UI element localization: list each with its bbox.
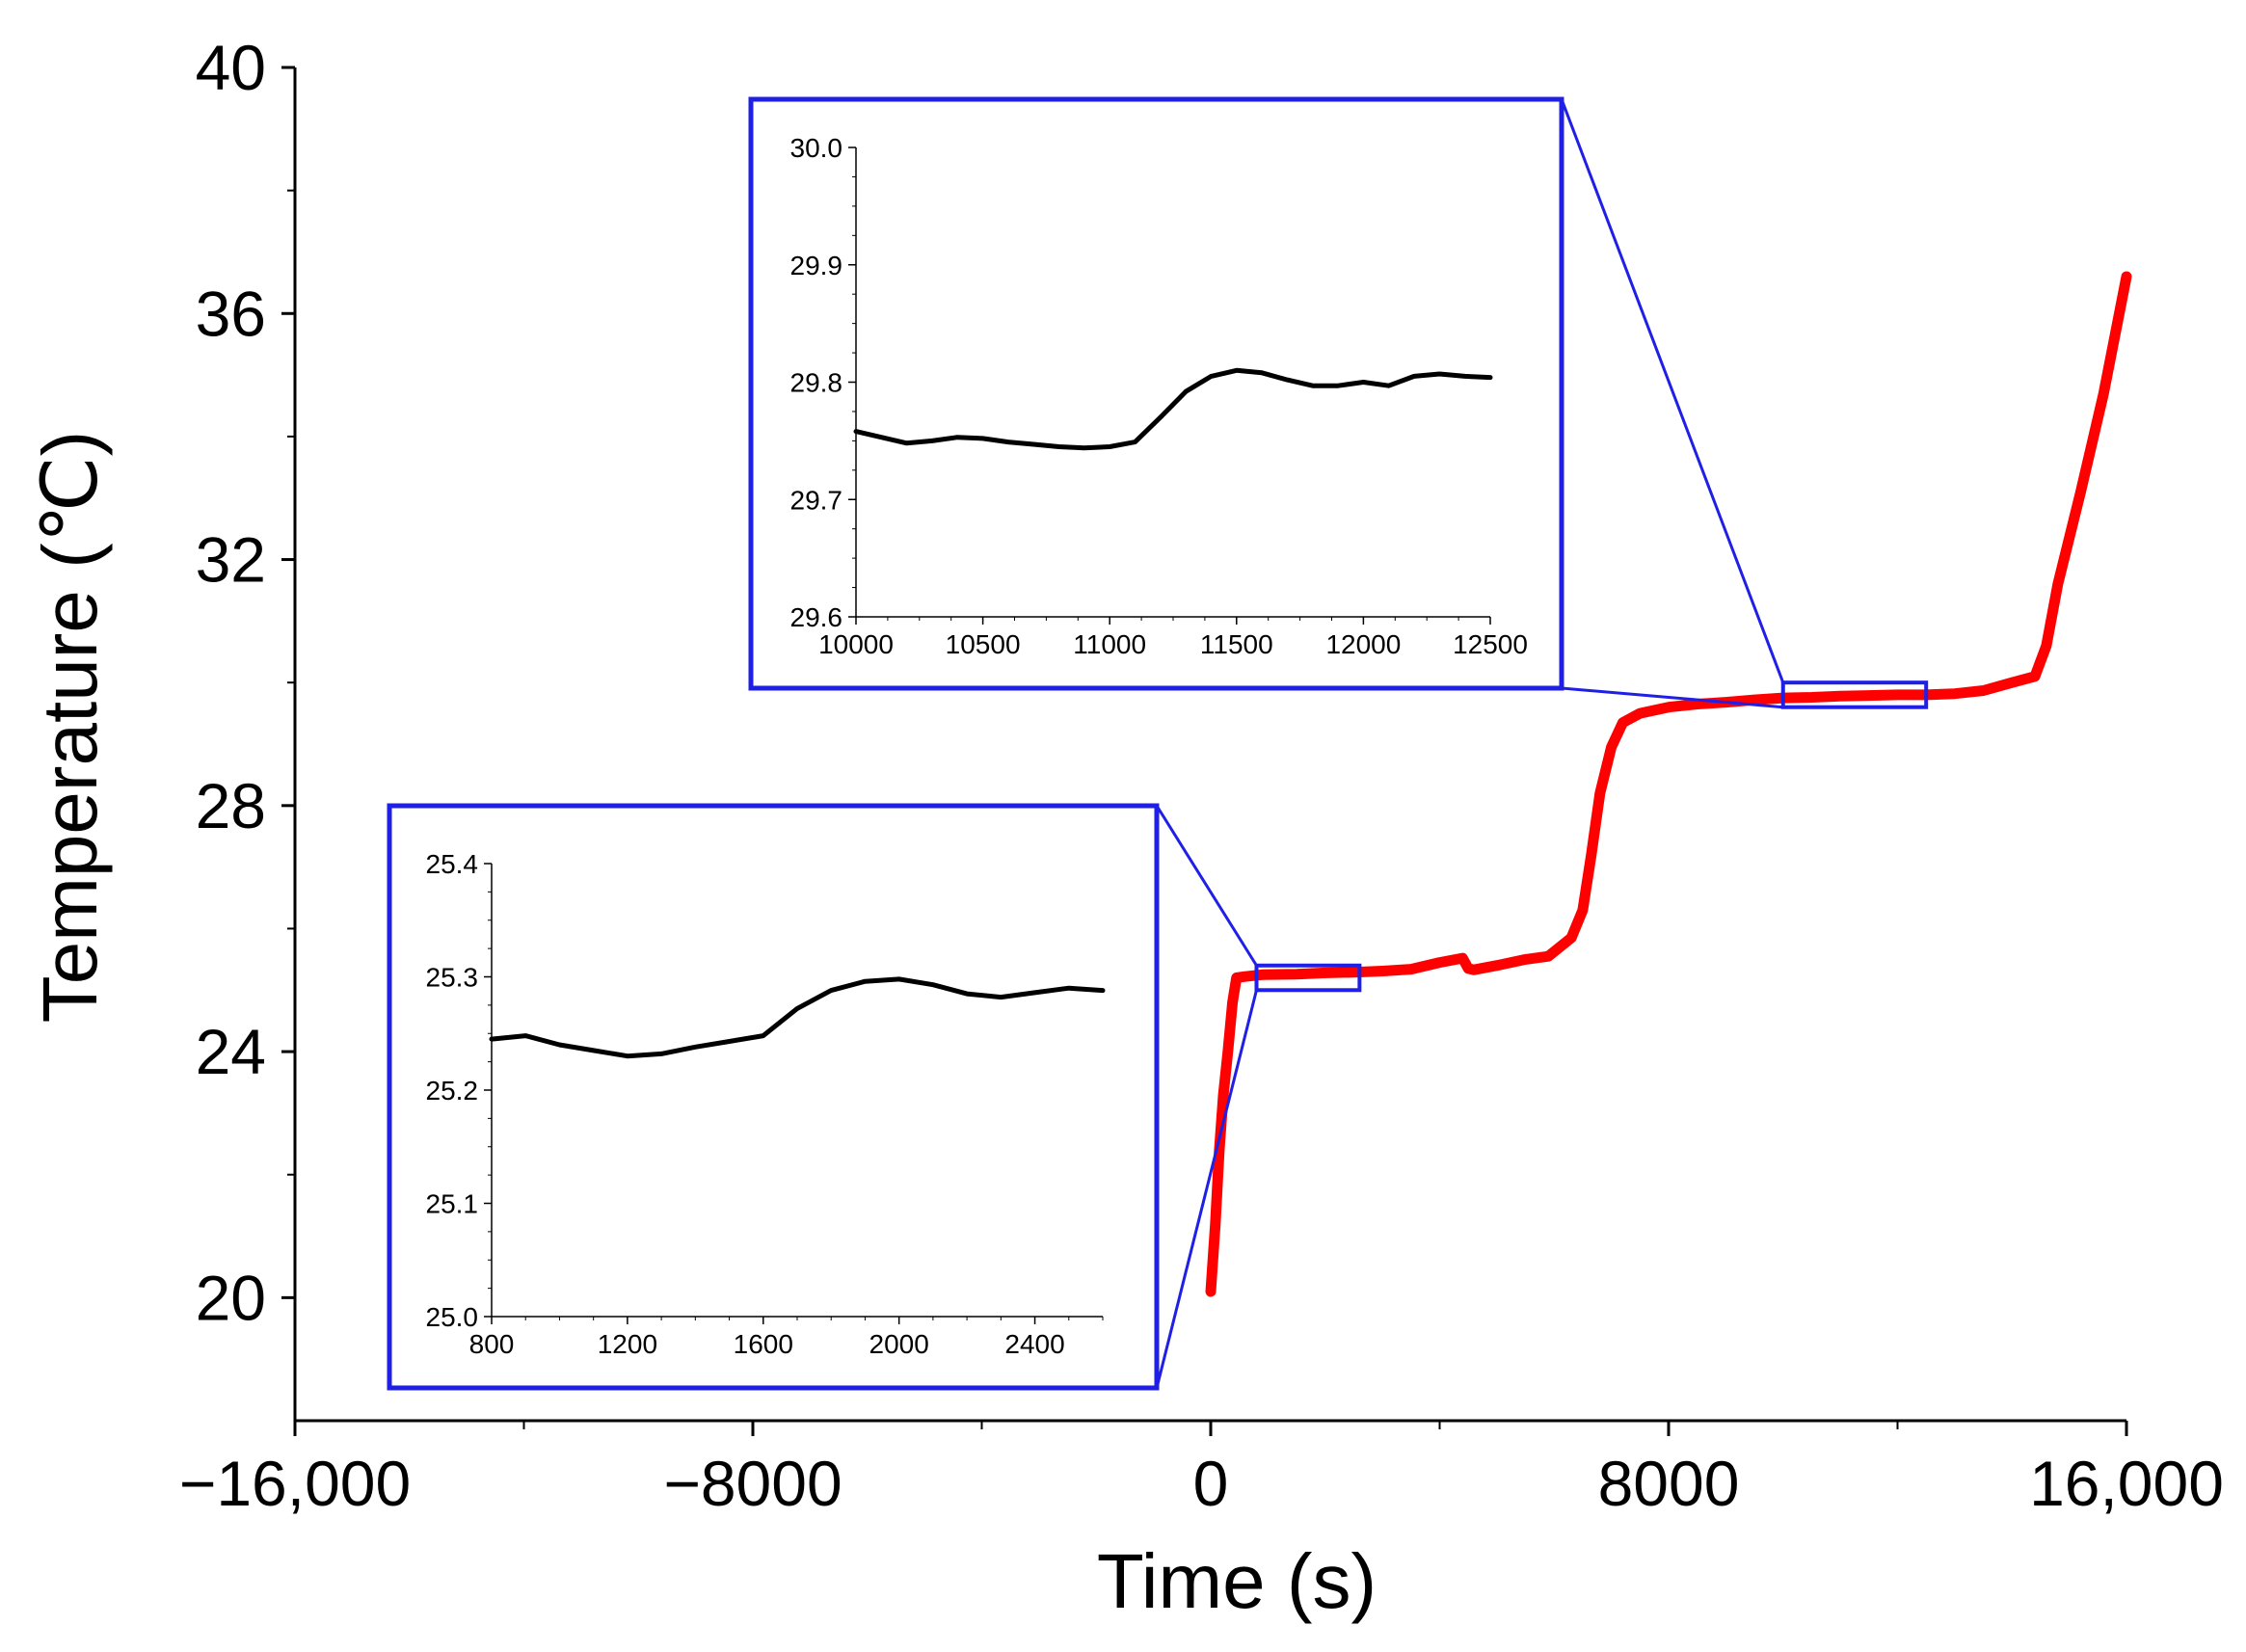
inset-frame — [387, 803, 1160, 1391]
zoom-layer — [1155, 98, 1929, 1389]
main-axes: 20 24 28 32 36 40 −16,000 −8000 0 8000 16,000 — [179, 32, 2224, 1519]
inset-y-tick-label: 25.4 — [426, 849, 479, 879]
y-axis-title: Temperature (℃) — [27, 431, 113, 1023]
inset-high: 29.6 29.7 29.8 29.9 30.0 10000 10500 11000 11500… — [748, 96, 1564, 691]
zoom-connector — [1561, 686, 1783, 709]
x-tick-label: −16,000 — [179, 1448, 411, 1519]
inset-y-tick-label: 29.7 — [790, 485, 843, 515]
inset-y-tick-label: 25.2 — [426, 1076, 479, 1106]
y-tick-label: 40 — [196, 32, 266, 103]
inset-y-tick-label: 29.6 — [790, 602, 843, 632]
inset-y-tick-label: 25.0 — [426, 1302, 479, 1332]
inset-y-tick-label: 29.8 — [790, 368, 843, 398]
inset-y-tick-label: 30.0 — [790, 133, 843, 163]
zoom-connector — [1155, 805, 1258, 967]
inset-low: 25.0 25.1 25.2 25.3 25.4 800 1200 1600 2000 2400 — [387, 803, 1160, 1391]
x-tick-label: 8000 — [1598, 1448, 1740, 1519]
y-tick-label: 36 — [196, 278, 266, 349]
inset-x-tick-label: 10000 — [818, 629, 894, 659]
inset-x-tick-label: 11000 — [1073, 629, 1146, 659]
zoom-box — [1254, 963, 1362, 993]
x-tick-label: 16,000 — [2029, 1448, 2224, 1519]
zoom-box — [1780, 680, 1929, 709]
inset-y-tick-label: 29.9 — [790, 251, 843, 280]
inset-y-tick-label: 25.1 — [426, 1189, 479, 1219]
inset-x-tick-label: 1200 — [598, 1329, 657, 1359]
inset-x-tick-label: 11500 — [1200, 629, 1273, 659]
x-tick-label: 0 — [1193, 1448, 1229, 1519]
inset-x-tick-label: 1600 — [734, 1329, 793, 1359]
zoom-connector — [1560, 98, 1785, 683]
x-tick-label: −8000 — [663, 1448, 842, 1519]
y-tick-label: 24 — [196, 1016, 266, 1087]
y-tick-label: 20 — [196, 1262, 266, 1333]
inset-x-tick-label: 800 — [469, 1329, 515, 1359]
inset-x-tick-label: 12500 — [1453, 629, 1528, 659]
y-tick-label: 28 — [196, 770, 266, 841]
inset-x-tick-label: 12000 — [1325, 629, 1401, 659]
inset-x-tick-label: 10500 — [946, 629, 1021, 659]
inset-x-tick-label: 2400 — [1004, 1329, 1064, 1359]
y-tick-label: 32 — [196, 524, 266, 596]
zoom-connector — [1155, 989, 1258, 1389]
inset-x-tick-label: 2000 — [869, 1329, 929, 1359]
inset-y-tick-label: 25.3 — [426, 963, 479, 993]
inset-frame — [748, 96, 1564, 691]
inset-series-line — [853, 367, 1493, 451]
x-axis-title: Time (s) — [1097, 1538, 1377, 1624]
inset-series-line — [489, 976, 1106, 1059]
